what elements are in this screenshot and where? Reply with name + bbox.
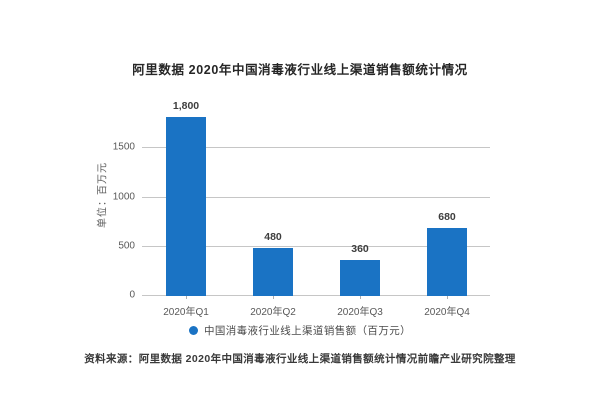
y-tick-label: 1500 [112, 141, 135, 153]
x-tick-label: 2020年Q4 [424, 307, 470, 318]
gridline [142, 147, 490, 148]
x-tick-label: 2020年Q3 [337, 307, 383, 318]
legend-label: 中国消毒液行业线上渠道销售额（百万元） [203, 325, 412, 337]
gridline [142, 246, 490, 247]
bar-value-label: 480 [264, 231, 282, 243]
legend-marker-icon [188, 326, 198, 335]
x-tick-label: 2020年Q2 [250, 307, 296, 318]
y-tick-label: 0 [129, 289, 135, 301]
x-axis-tick [447, 296, 448, 299]
bar-value-label: 680 [438, 211, 456, 223]
bar-value-label: 1,800 [172, 100, 200, 112]
bar-3 [340, 260, 380, 296]
gridline [142, 197, 490, 198]
x-tick-label: 2020年Q1 [163, 307, 209, 318]
x-axis-tick [360, 296, 361, 299]
legend: 中国消毒液行业线上渠道销售额（百万元） [0, 323, 600, 338]
y-axis-unit-label: 单位：百万元 [97, 162, 109, 228]
bar-2 [253, 248, 293, 296]
bar-value-label: 360 [351, 243, 369, 255]
x-axis-tick [186, 296, 187, 299]
bar-1 [166, 117, 206, 296]
chart-title: 阿里数据 2020年中国消毒液行业线上渠道销售额统计情况 [132, 63, 468, 77]
plot-area: 0 500 1000 1500 1,800 2020年Q1 480 2020年Q2 360 202… [113, 100, 490, 318]
gridline [142, 295, 490, 296]
x-axis-tick [273, 296, 274, 299]
source-note: 资料来源：阿里数据 2020年中国消毒液行业线上渠道销售额统计情况前瞻产业研究院… [84, 353, 516, 365]
y-tick-label: 500 [118, 240, 135, 252]
y-tick-label: 1000 [112, 191, 135, 203]
bar-4 [427, 228, 467, 296]
